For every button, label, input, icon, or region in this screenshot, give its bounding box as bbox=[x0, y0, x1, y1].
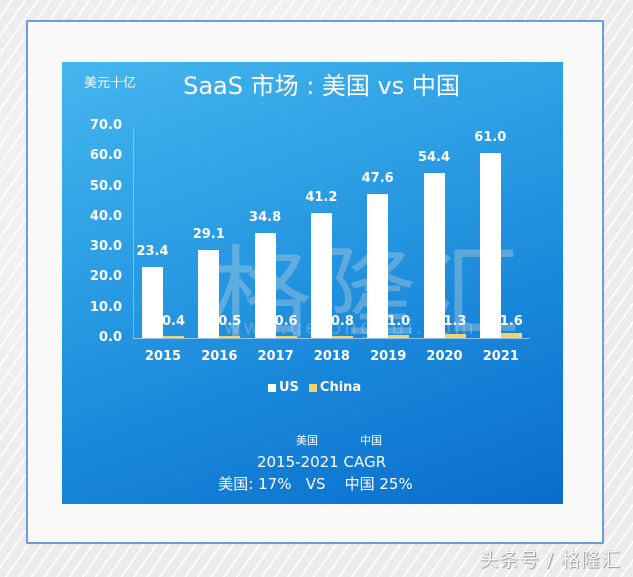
x-tick-label: 2017 bbox=[257, 349, 294, 364]
x-tick-label: 2015 bbox=[144, 349, 182, 364]
data-label-us-2019: 47.6 bbox=[361, 170, 394, 186]
data-label-china-2018: 0.8 bbox=[330, 314, 354, 329]
x-tick-label: 2016 bbox=[201, 349, 238, 364]
cagr-values: 美国: 17% VS 中国 25% bbox=[218, 475, 413, 493]
chart-title: SaaS 市场 : 美国 vs 中国 bbox=[183, 72, 460, 100]
legend-item-china[interactable]: China bbox=[308, 380, 362, 395]
data-label-china-2015: 0.4 bbox=[161, 314, 186, 329]
y-tick-label: 20.0 bbox=[89, 269, 122, 285]
bar-china-2020[interactable] bbox=[444, 334, 466, 338]
y-tick-label: 30.0 bbox=[89, 239, 122, 255]
data-label-us-2017: 34.8 bbox=[249, 209, 282, 225]
legend-swatch-us bbox=[268, 383, 276, 392]
chart-panel: 格隆汇 www.gelonghui.com 美元十亿 SaaS 市场 : 美国 … bbox=[62, 62, 563, 504]
x-tick-label: 2021 bbox=[482, 349, 519, 364]
data-label-us-2021: 61.0 bbox=[474, 130, 507, 146]
y-tick-label: 10.0 bbox=[89, 299, 122, 315]
bar-china-2017[interactable] bbox=[275, 336, 297, 338]
bar-us-2017[interactable] bbox=[254, 232, 276, 338]
x-tick-label: 2020 bbox=[426, 349, 463, 364]
bar-us-2016[interactable] bbox=[198, 249, 220, 338]
y-axis-line bbox=[133, 128, 134, 338]
bar-china-2021[interactable] bbox=[500, 333, 522, 338]
data-label-china-2021: 1.6 bbox=[499, 314, 523, 329]
data-label-china-2020: 1.3 bbox=[443, 314, 467, 329]
cagr-title: 2015-2021 CAGR bbox=[256, 453, 387, 471]
footer-credit: 头条号 / 格隆汇 bbox=[479, 549, 621, 571]
data-label-china-2019: 1.0 bbox=[387, 314, 411, 329]
bar-china-2019[interactable] bbox=[388, 334, 410, 338]
legend-item-us[interactable]: US bbox=[268, 380, 299, 395]
y-tick-label: 70.0 bbox=[89, 117, 122, 133]
y-tick-label: 60.0 bbox=[89, 148, 122, 164]
note-us-label: 美国 bbox=[296, 434, 318, 447]
x-tick-label: 2018 bbox=[313, 349, 350, 364]
unit-label: 美元十亿 bbox=[84, 76, 137, 91]
data-label-china-2016: 0.5 bbox=[218, 314, 242, 329]
bar-us-2015[interactable] bbox=[142, 267, 163, 338]
bar-china-2016[interactable] bbox=[219, 336, 241, 338]
legend: US China bbox=[268, 380, 361, 395]
legend-label-us: US bbox=[279, 380, 299, 395]
bar-china-2015[interactable] bbox=[163, 336, 184, 338]
note-china-label: 中国 bbox=[360, 434, 382, 447]
data-label-us-2018: 41.2 bbox=[305, 190, 338, 206]
data-label-us-2020: 54.4 bbox=[417, 150, 451, 166]
x-axis-line bbox=[133, 338, 530, 339]
y-tick-label: 40.0 bbox=[89, 208, 122, 224]
y-tick-label: 0.0 bbox=[98, 330, 122, 345]
bar-us-2020[interactable] bbox=[423, 173, 445, 338]
bar-us-2021[interactable] bbox=[479, 153, 501, 338]
data-label-us-2016: 29.1 bbox=[192, 226, 225, 242]
x-tick-label: 2019 bbox=[370, 349, 407, 364]
data-label-china-2017: 0.6 bbox=[274, 314, 298, 329]
bar-us-2018[interactable] bbox=[310, 213, 332, 338]
bar-us-2019[interactable] bbox=[367, 193, 389, 338]
y-tick-label: 50.0 bbox=[89, 178, 122, 194]
bar-china-2018[interactable] bbox=[331, 335, 353, 338]
data-label-us-2015: 23.4 bbox=[136, 244, 169, 260]
legend-swatch-china bbox=[308, 383, 317, 392]
legend-label-china: China bbox=[319, 380, 362, 395]
